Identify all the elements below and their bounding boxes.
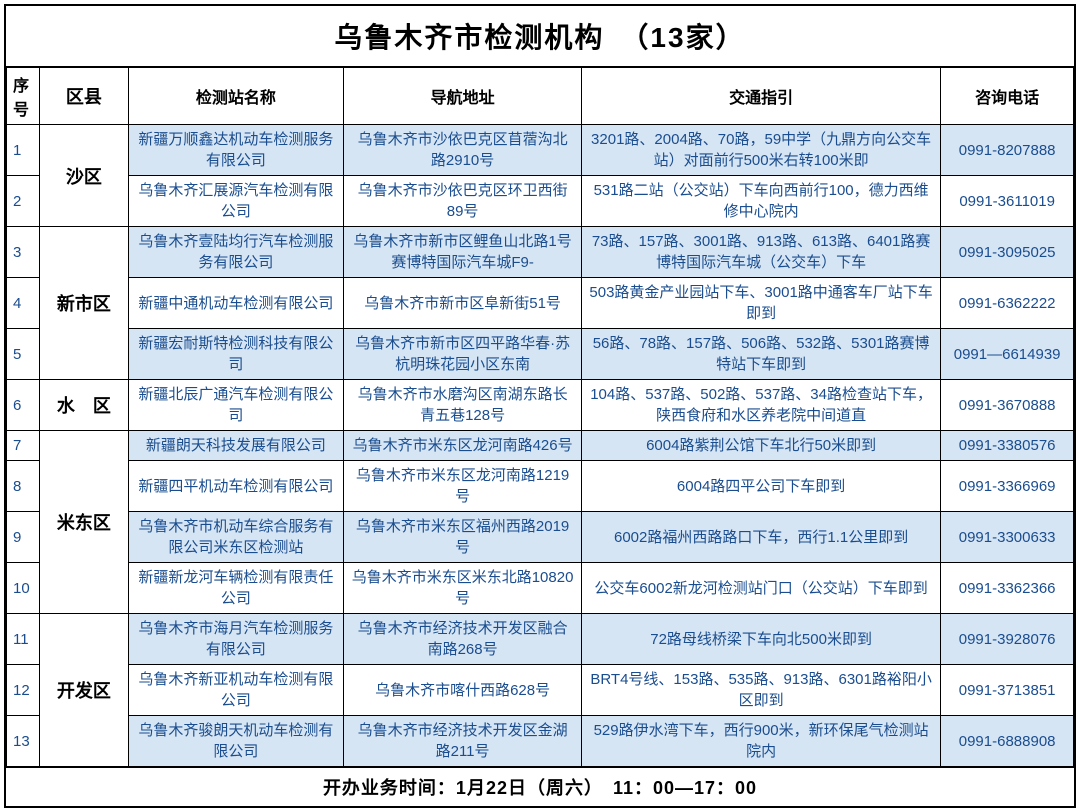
- cell-district: 水 区: [40, 380, 128, 431]
- cell-station-name: 新疆万顺鑫达机动车检测服务有限公司: [128, 125, 344, 176]
- cell-phone: 0991-8207888: [941, 125, 1074, 176]
- header-name: 检测站名称: [128, 68, 344, 125]
- cell-station-name: 乌鲁木齐汇展源汽车检测有限公司: [128, 176, 344, 227]
- page-title: 乌鲁木齐市检测机构 （13家）: [6, 6, 1074, 67]
- cell-guide: 531路二站（公交站）下车向西前行100，德力西维修中心院内: [581, 176, 940, 227]
- cell-seq: 2: [7, 176, 40, 227]
- cell-phone: 0991-6888908: [941, 716, 1074, 767]
- cell-seq: 7: [7, 431, 40, 461]
- cell-guide: BRT4号线、153路、535路、913路、6301路裕阳小区即到: [581, 665, 940, 716]
- cell-address: 乌鲁木齐市沙依巴克区环卫西街89号: [344, 176, 582, 227]
- table-row: 13 乌鲁木齐骏朗天机动车检测有限公司乌鲁木齐市经济技术开发区金湖路211号529…: [7, 716, 1074, 767]
- cell-district: 新市区: [40, 227, 128, 380]
- header-guide: 交通指引: [581, 68, 940, 125]
- cell-phone: 0991-3362366: [941, 563, 1074, 614]
- cell-station-name: 乌鲁木齐新亚机动车检测有限公司: [128, 665, 344, 716]
- cell-station-name: 乌鲁木齐市海月汽车检测服务有限公司: [128, 614, 344, 665]
- cell-guide: 6002路福州西路路口下车，西行1.1公里即到: [581, 512, 940, 563]
- cell-seq: 1: [7, 125, 40, 176]
- cell-guide: 56路、78路、157路、506路、532路、5301路赛博特站下车即到: [581, 329, 940, 380]
- cell-address: 乌鲁木齐市沙依巴克区苜蓿沟北路2910号: [344, 125, 582, 176]
- cell-phone: 0991—6614939: [941, 329, 1074, 380]
- header-seq: 序号: [7, 68, 40, 125]
- cell-phone: 0991-3095025: [941, 227, 1074, 278]
- cell-address: 乌鲁木齐市经济技术开发区金湖路211号: [344, 716, 582, 767]
- table-row: 1沙区新疆万顺鑫达机动车检测服务有限公司乌鲁木齐市沙依巴克区苜蓿沟北路2910号…: [7, 125, 1074, 176]
- cell-seq: 10: [7, 563, 40, 614]
- cell-address: 乌鲁木齐市米东区龙河南路1219号: [344, 461, 582, 512]
- table-body: 1沙区新疆万顺鑫达机动车检测服务有限公司乌鲁木齐市沙依巴克区苜蓿沟北路2910号…: [7, 125, 1074, 767]
- cell-guide: 3201路、2004路、70路，59中学（九鼎方向公交车站）对面前行500米右转…: [581, 125, 940, 176]
- table-row: 2 乌鲁木齐汇展源汽车检测有限公司乌鲁木齐市沙依巴克区环卫西街89号531路二站（…: [7, 176, 1074, 227]
- cell-station-name: 乌鲁木齐壹陆均行汽车检测服务有限公司: [128, 227, 344, 278]
- cell-phone: 0991-3300633: [941, 512, 1074, 563]
- cell-seq: 8: [7, 461, 40, 512]
- cell-seq: 11: [7, 614, 40, 665]
- cell-phone: 0991-3611019: [941, 176, 1074, 227]
- cell-address: 乌鲁木齐市水磨沟区南湖东路长青五巷128号: [344, 380, 582, 431]
- cell-station-name: 新疆四平机动车检测有限公司: [128, 461, 344, 512]
- cell-guide: 73路、157路、3001路、913路、613路、6401路赛博特国际汽车城（公…: [581, 227, 940, 278]
- table-row: 3新市区乌鲁木齐壹陆均行汽车检测服务有限公司乌鲁木齐市新市区鲤鱼山北路1号赛博特…: [7, 227, 1074, 278]
- cell-station-name: 乌鲁木齐市机动车综合服务有限公司米东区检测站: [128, 512, 344, 563]
- cell-address: 乌鲁木齐市新市区阜新街51号: [344, 278, 582, 329]
- cell-guide: 6004路四平公司下车即到: [581, 461, 940, 512]
- cell-district: 开发区: [40, 614, 128, 767]
- cell-station-name: 新疆中通机动车检测有限公司: [128, 278, 344, 329]
- table-row: 12 乌鲁木齐新亚机动车检测有限公司乌鲁木齐市喀什西路628号BRT4号线、153…: [7, 665, 1074, 716]
- cell-phone: 0991-3713851: [941, 665, 1074, 716]
- header-row: 序号 区县 检测站名称 导航地址 交通指引 咨询电话: [7, 68, 1074, 125]
- table-row: 11开发区乌鲁木齐市海月汽车检测服务有限公司乌鲁木齐市经济技术开发区融合南路26…: [7, 614, 1074, 665]
- cell-guide: 6004路紫荆公馆下车北行50米即到: [581, 431, 940, 461]
- cell-district: 米东区: [40, 431, 128, 614]
- cell-phone: 0991-3928076: [941, 614, 1074, 665]
- table-row: 4 新疆中通机动车检测有限公司乌鲁木齐市新市区阜新街51号503路黄金产业园站下车…: [7, 278, 1074, 329]
- cell-address: 乌鲁木齐市米东区米东北路10820号: [344, 563, 582, 614]
- table-row: 6水 区新疆北辰广通汽车检测有限公司乌鲁木齐市水磨沟区南湖东路长青五巷128号1…: [7, 380, 1074, 431]
- header-district: 区县: [40, 68, 128, 125]
- header-address: 导航地址: [344, 68, 582, 125]
- header-phone: 咨询电话: [941, 68, 1074, 125]
- cell-phone: 0991-3380576: [941, 431, 1074, 461]
- cell-seq: 9: [7, 512, 40, 563]
- table-row: 7米东区新疆朗天科技发展有限公司乌鲁木齐市米东区龙河南路426号6004路紫荆公…: [7, 431, 1074, 461]
- cell-guide: 公交车6002新龙河检测站门口（公交站）下车即到: [581, 563, 940, 614]
- cell-address: 乌鲁木齐市新市区鲤鱼山北路1号赛博特国际汽车城F9-: [344, 227, 582, 278]
- cell-station-name: 新疆朗天科技发展有限公司: [128, 431, 344, 461]
- cell-guide: 503路黄金产业园站下车、3001路中通客车厂站下车即到: [581, 278, 940, 329]
- footer-text: 开办业务时间：1月22日（周六） 11：00—17：00: [6, 767, 1074, 806]
- cell-phone: 0991-6362222: [941, 278, 1074, 329]
- cell-seq: 4: [7, 278, 40, 329]
- cell-phone: 0991-3366969: [941, 461, 1074, 512]
- cell-address: 乌鲁木齐市喀什西路628号: [344, 665, 582, 716]
- cell-address: 乌鲁木齐市新市区四平路华春·苏杭明珠花园小区东南: [344, 329, 582, 380]
- table-row: 9 乌鲁木齐市机动车综合服务有限公司米东区检测站乌鲁木齐市米东区福州西路2019号…: [7, 512, 1074, 563]
- cell-seq: 13: [7, 716, 40, 767]
- cell-address: 乌鲁木齐市米东区龙河南路426号: [344, 431, 582, 461]
- inspection-table: 序号 区县 检测站名称 导航地址 交通指引 咨询电话 1沙区新疆万顺鑫达机动车检…: [6, 67, 1074, 767]
- table-row: 10 新疆新龙河车辆检测有限责任公司乌鲁木齐市米东区米东北路10820号公交车60…: [7, 563, 1074, 614]
- cell-address: 乌鲁木齐市米东区福州西路2019号: [344, 512, 582, 563]
- table-row: 8 新疆四平机动车检测有限公司乌鲁木齐市米东区龙河南路1219号6004路四平公司…: [7, 461, 1074, 512]
- cell-address: 乌鲁木齐市经济技术开发区融合南路268号: [344, 614, 582, 665]
- cell-station-name: 新疆北辰广通汽车检测有限公司: [128, 380, 344, 431]
- cell-district: 沙区: [40, 125, 128, 227]
- cell-guide: 104路、537路、502路、537路、34路检查站下车，陕西食府和水区养老院中…: [581, 380, 940, 431]
- cell-seq: 12: [7, 665, 40, 716]
- cell-guide: 529路伊水湾下车，西行900米，新环保尾气检测站院内: [581, 716, 940, 767]
- cell-guide: 72路母线桥梁下车向北500米即到: [581, 614, 940, 665]
- cell-seq: 6: [7, 380, 40, 431]
- cell-station-name: 新疆宏耐斯特检测科技有限公司: [128, 329, 344, 380]
- table-container: 乌鲁木齐市检测机构 （13家） 序号 区县 检测站名称 导航地址 交通指引 咨询…: [4, 4, 1076, 808]
- cell-phone: 0991-3670888: [941, 380, 1074, 431]
- cell-station-name: 新疆新龙河车辆检测有限责任公司: [128, 563, 344, 614]
- cell-seq: 3: [7, 227, 40, 278]
- cell-seq: 5: [7, 329, 40, 380]
- table-row: 5 新疆宏耐斯特检测科技有限公司乌鲁木齐市新市区四平路华春·苏杭明珠花园小区东南5…: [7, 329, 1074, 380]
- cell-station-name: 乌鲁木齐骏朗天机动车检测有限公司: [128, 716, 344, 767]
